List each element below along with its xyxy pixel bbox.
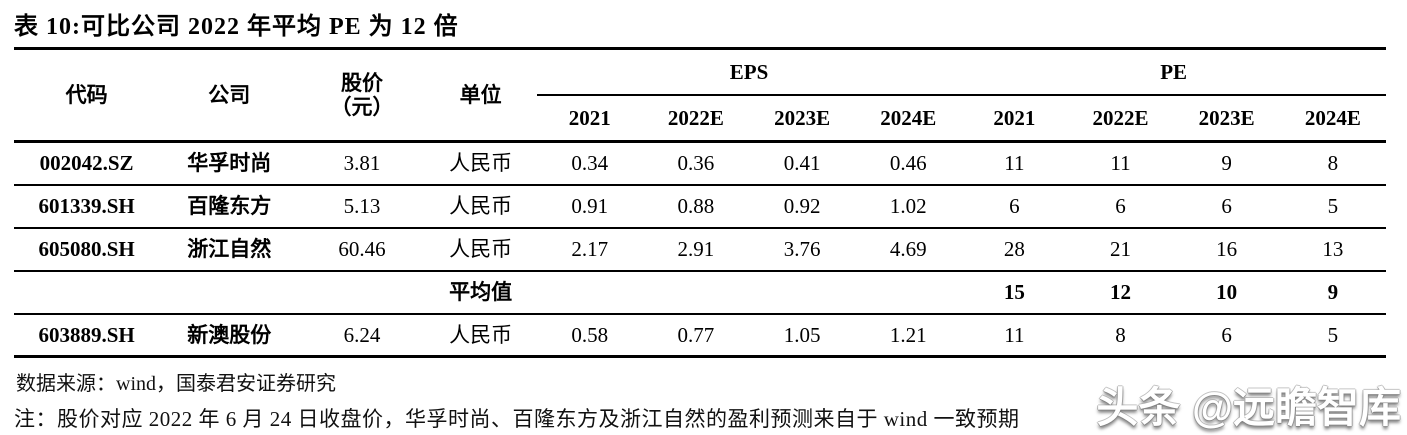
eps-cell: 0.41 <box>783 151 821 176</box>
source-text: 数据来源：wind，国泰君安证券研究 <box>16 373 336 395</box>
pe-average-cell: 15 <box>1003 279 1025 304</box>
empty-cell <box>299 271 424 314</box>
pe-cell: 13 <box>1322 236 1344 261</box>
unit-cell: 人民币 <box>449 322 513 347</box>
pe-cell: 11 <box>1004 151 1025 176</box>
pe-cell: 8 <box>1115 322 1126 347</box>
eps-cell: 1.02 <box>889 193 927 218</box>
pe-cell: 8 <box>1327 151 1339 176</box>
eps-cell: 0.91 <box>571 193 609 218</box>
unit-cell: 人民币 <box>449 236 513 261</box>
pe-cell: 9 <box>1221 151 1232 176</box>
eps-cell: 0.88 <box>677 193 715 218</box>
price-cell: 5.13 <box>343 193 381 218</box>
col-header-company: 公司 <box>208 82 251 107</box>
col-header-price-line2: （元） <box>330 95 394 119</box>
eps-cell: 1.05 <box>783 322 821 347</box>
empty-cell <box>14 271 159 314</box>
table-row: 601339.SH 百隆东方 5.13 人民币 0.91 0.88 0.92 1… <box>14 184 1386 228</box>
pe-cell: 16 <box>1216 236 1238 261</box>
group-header-pe: PE <box>961 48 1386 96</box>
group-header-eps: EPS <box>536 48 962 96</box>
eps-cell: 3.76 <box>783 236 821 261</box>
year-header-pe-2022e: 2022E <box>1092 105 1149 130</box>
pe-cell: 6 <box>1221 193 1232 218</box>
pe-cell: 6 <box>1221 322 1232 347</box>
pe-cell: 5 <box>1327 322 1339 347</box>
year-header-pe-2023e: 2023E <box>1198 105 1255 130</box>
watermark-toutiao-yuanzhan: 头条 @远瞻智库 <box>1096 384 1401 431</box>
company-cell: 新澳股份 <box>187 322 272 347</box>
year-header-eps-2021: 2021 <box>568 105 611 130</box>
eps-cell: 0.46 <box>889 151 927 176</box>
table-header-years-row: 2021 2022E 2023E 2024E 2021 2022E 2023E … <box>14 95 1386 142</box>
empty-cell <box>749 271 855 314</box>
company-cell: 浙江自然 <box>187 236 272 261</box>
empty-cell <box>159 271 299 314</box>
code-cell: 601339.SH <box>38 193 135 218</box>
col-header-code: 代码 <box>65 82 108 107</box>
year-header-eps-2024e: 2024E <box>880 105 937 130</box>
empty-cell <box>643 271 749 314</box>
eps-cell: 0.36 <box>677 151 715 176</box>
pe-cell: 11 <box>1110 151 1131 176</box>
comps-table: 代码 公司 股价 （元） 单位 EPS PE 2021 2022E 2023E … <box>14 47 1386 358</box>
pe-average-cell: 12 <box>1110 279 1131 304</box>
table-average-row: 平均值 15 12 10 9 <box>14 270 1386 314</box>
eps-cell: 0.77 <box>677 322 715 347</box>
year-header-eps-2022e: 2022E <box>667 105 724 130</box>
col-header-unit: 单位 <box>459 82 502 107</box>
pe-cell: 21 <box>1110 236 1131 261</box>
table-header-group-row: 代码 公司 股价 （元） 单位 EPS PE <box>14 48 1386 119</box>
col-header-price-line1: 股价 <box>340 70 383 95</box>
table-row: 605080.SH 浙江自然 60.46 人民币 2.17 2.91 3.76 … <box>14 227 1386 271</box>
empty-cell <box>855 271 961 314</box>
page-title: 表 10:可比公司 2022 年平均 PE 为 12 倍 <box>14 14 459 40</box>
pe-average-cell: 10 <box>1216 279 1238 304</box>
pe-cell: 5 <box>1327 193 1339 218</box>
eps-cell: 2.91 <box>677 236 715 261</box>
pe-cell: 6 <box>1115 193 1126 218</box>
year-header-pe-2021: 2021 <box>993 105 1036 130</box>
unit-cell: 人民币 <box>449 193 513 218</box>
company-cell: 华孚时尚 <box>187 151 272 176</box>
company-cell: 百隆东方 <box>187 193 272 218</box>
eps-cell: 2.17 <box>571 236 609 261</box>
price-cell: 3.81 <box>343 151 381 176</box>
code-cell: 603889.SH <box>38 322 135 347</box>
code-cell: 605080.SH <box>38 236 135 261</box>
year-header-eps-2023e: 2023E <box>774 105 831 130</box>
pe-cell: 11 <box>1004 322 1025 347</box>
eps-cell: 4.69 <box>889 236 927 261</box>
table-row: 603889.SH 新澳股份 6.24 人民币 0.58 0.77 1.05 1… <box>14 313 1386 357</box>
code-cell: 002042.SZ <box>39 151 134 176</box>
average-label: 平均值 <box>449 279 513 304</box>
price-cell: 60.46 <box>338 236 386 261</box>
eps-cell: 0.58 <box>571 322 609 347</box>
unit-cell: 人民币 <box>449 151 513 176</box>
col-header-price: 股价 （元） <box>299 49 424 142</box>
eps-cell: 0.92 <box>783 193 821 218</box>
year-header-pe-2024e: 2024E <box>1304 105 1361 130</box>
eps-cell: 1.21 <box>889 322 927 347</box>
pe-cell: 6 <box>1009 193 1020 218</box>
pe-cell: 28 <box>1003 236 1025 261</box>
eps-cell: 0.34 <box>571 151 609 176</box>
empty-cell <box>537 271 643 314</box>
price-cell: 6.24 <box>343 322 381 347</box>
pe-average-cell: 9 <box>1327 279 1339 304</box>
table-row: 002042.SZ 华孚时尚 3.81 人民币 0.34 0.36 0.41 0… <box>14 142 1386 185</box>
